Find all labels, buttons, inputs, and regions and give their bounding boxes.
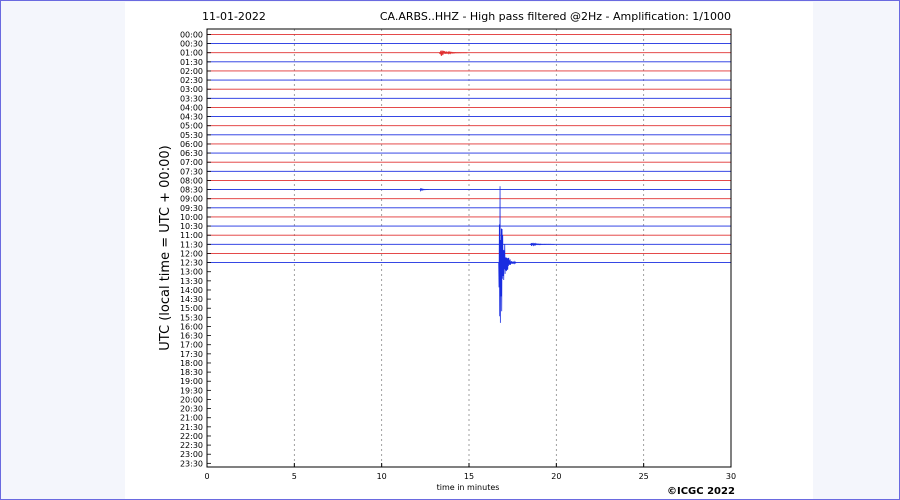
x-axis-label: time in minutes — [437, 483, 500, 492]
event-1130 — [529, 242, 555, 247]
x-tick-label: 10 — [377, 472, 387, 481]
chart-title: CA.ARBS..HHZ - High pass filtered @2Hz -… — [380, 10, 731, 23]
y-tick-label: 23:30 — [180, 459, 203, 468]
y-tick-label: 03:00 — [180, 85, 203, 94]
y-tick-label: 05:30 — [180, 131, 203, 140]
trace-lines — [207, 34, 731, 323]
x-tick-label: 20 — [551, 472, 561, 481]
x-tick-label: 25 — [639, 472, 649, 481]
seismogram-card: 11-01-2022 CA.ARBS..HHZ - High pass filt… — [125, 2, 813, 499]
y-tick-label: 04:30 — [180, 113, 203, 122]
event-0100 — [438, 50, 468, 57]
y-tick-label: 03:30 — [180, 94, 203, 103]
y-tick-label: 07:30 — [180, 167, 203, 176]
y-axis-label: UTC (local time = UTC + 00:00) — [158, 145, 173, 350]
copyright-label: ©ICGC 2022 — [667, 486, 735, 497]
y-tick-label: 14:00 — [180, 286, 203, 295]
y-tick-label: 21:30 — [180, 423, 203, 432]
y-tick-label: 15:00 — [180, 304, 203, 313]
y-tick-label: 23:00 — [180, 450, 203, 459]
y-tick-label: 18:30 — [180, 368, 203, 377]
y-tick-label: 19:30 — [180, 386, 203, 395]
y-tick-label: 16:30 — [180, 332, 203, 341]
y-tick-label: 10:00 — [180, 213, 203, 222]
y-tick-label: 15:30 — [180, 313, 203, 322]
y-tick-label: 09:30 — [180, 204, 203, 213]
y-tick-label: 05:00 — [180, 122, 203, 131]
chart-date: 11-01-2022 — [202, 10, 266, 23]
y-tick-label: 10:30 — [180, 222, 203, 231]
y-tick-label: 22:30 — [180, 441, 203, 450]
y-tick-label: 02:30 — [180, 76, 203, 85]
x-tick-labels: 0 5 10 15 20 25 30 — [204, 463, 736, 481]
y-tick-label: 19:00 — [180, 377, 203, 386]
y-tick-label: 07:00 — [180, 158, 203, 167]
y-tick-label: 02:00 — [180, 67, 203, 76]
seismogram-chart: 11-01-2022 CA.ARBS..HHZ - High pass filt… — [158, 10, 736, 497]
y-tick-label: 11:00 — [180, 231, 203, 240]
y-tick-label: 08:30 — [180, 186, 203, 195]
y-tick-label: 20:30 — [180, 405, 203, 414]
y-tick-label: 13:30 — [180, 277, 203, 286]
y-tick-label: 00:30 — [180, 40, 203, 49]
plot-frame — [206, 28, 732, 468]
y-tick-label: 04:00 — [180, 103, 203, 112]
y-tick-label: 18:00 — [180, 359, 203, 368]
grid-lines — [293, 29, 645, 467]
y-tick-label: 01:00 — [180, 49, 203, 58]
y-tick-label: 22:00 — [180, 432, 203, 441]
y-tick-label: 08:00 — [180, 176, 203, 185]
y-tick-label: 12:30 — [180, 259, 203, 268]
y-tick-label: 09:00 — [180, 195, 203, 204]
y-tick-label: 01:30 — [180, 58, 203, 67]
y-tick-label: 13:00 — [180, 268, 203, 277]
y-tick-label: 00:00 — [180, 30, 203, 39]
y-tick-label: 17:00 — [180, 341, 203, 350]
y-tick-label: 06:00 — [180, 140, 203, 149]
event-0830 — [419, 188, 429, 193]
y-tick-label: 11:30 — [180, 240, 203, 249]
y-tick-labels: 00:0000:3001:0001:3002:0002:3003:0003:30… — [180, 30, 211, 468]
y-tick-label: 06:30 — [180, 149, 203, 158]
x-tick-label: 15 — [464, 472, 474, 481]
y-tick-label: 21:00 — [180, 414, 203, 423]
event-1230 — [498, 186, 517, 323]
x-tick-label: 0 — [204, 472, 209, 481]
x-tick-label: 30 — [726, 472, 736, 481]
x-tick-label: 5 — [292, 472, 297, 481]
y-tick-label: 16:00 — [180, 322, 203, 331]
y-tick-label: 14:30 — [180, 295, 203, 304]
y-tick-label: 17:30 — [180, 350, 203, 359]
y-tick-label: 20:00 — [180, 395, 203, 404]
y-tick-label: 12:00 — [180, 249, 203, 258]
